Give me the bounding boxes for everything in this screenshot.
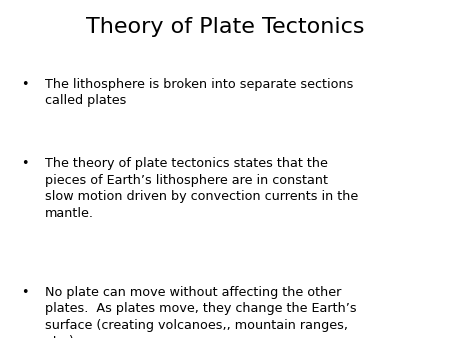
Text: The theory of plate tectonics states that the
pieces of Earth’s lithosphere are : The theory of plate tectonics states tha… bbox=[45, 157, 358, 220]
Text: No plate can move without affecting the other
plates.  As plates move, they chan: No plate can move without affecting the … bbox=[45, 286, 356, 338]
Text: •: • bbox=[21, 286, 28, 298]
Text: •: • bbox=[21, 78, 28, 91]
Text: •: • bbox=[21, 157, 28, 170]
Text: Theory of Plate Tectonics: Theory of Plate Tectonics bbox=[86, 17, 364, 37]
Text: The lithosphere is broken into separate sections
called plates: The lithosphere is broken into separate … bbox=[45, 78, 353, 107]
